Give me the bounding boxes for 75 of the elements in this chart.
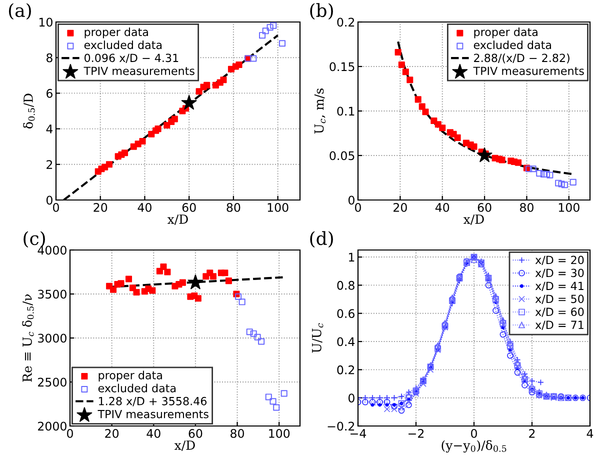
legend-label: x/D = 30 bbox=[535, 268, 584, 278]
x-tick-label: −4 bbox=[350, 429, 366, 438]
legend-label: 0.096 x/D − 4.31 bbox=[84, 54, 178, 63]
legend-label: 2.88/(x/D − 2.82) bbox=[474, 54, 570, 64]
text: (d) bbox=[310, 231, 333, 248]
x-tick-label: 20 bbox=[105, 428, 119, 438]
x-tick-label: −2 bbox=[408, 428, 424, 438]
x-axis-title: x/D bbox=[168, 214, 188, 225]
y-tick-label: 0 bbox=[348, 394, 354, 402]
x-axis-title: x/D bbox=[464, 214, 484, 225]
x-tick-label: 20 bbox=[394, 202, 407, 212]
legend-label: x/D = 60 bbox=[535, 308, 584, 317]
x-tick-label: 2 bbox=[529, 428, 535, 438]
text: (b) bbox=[310, 3, 333, 20]
x-tick-label: 60 bbox=[182, 202, 196, 212]
y-tick-label: 0 bbox=[348, 196, 354, 205]
x-tick-label: 80 bbox=[520, 202, 534, 212]
text: (a) bbox=[8, 3, 31, 20]
x-tick-label: 40 bbox=[138, 202, 152, 212]
x-tick-label: 40 bbox=[146, 428, 160, 438]
y-tick-label: 1 bbox=[349, 252, 354, 262]
legend-label: 1.28 x/D + 3558.46 bbox=[99, 396, 207, 406]
x-tick-label: 40 bbox=[435, 202, 450, 212]
x-axis-title: x/D bbox=[174, 440, 195, 451]
legend-label: TPIV measurements bbox=[473, 66, 584, 76]
x-tick-label: 20 bbox=[94, 202, 108, 212]
y-tick-label: 0.1 bbox=[337, 106, 354, 116]
y-tick-label: −0.2 bbox=[328, 422, 354, 431]
x-tick-label: 60 bbox=[478, 202, 492, 212]
y-tick-label: 2000 bbox=[38, 422, 66, 431]
legend-label: excluded data bbox=[474, 40, 552, 50]
y-axis-title: U$_{c}$, m/s bbox=[314, 88, 326, 134]
x-tick-label: 100 bbox=[558, 202, 580, 212]
x-tick-label: 0 bbox=[355, 202, 361, 212]
y-tick-label: 0.4 bbox=[337, 337, 355, 346]
y-tick-label: 3500 bbox=[38, 290, 66, 299]
x-tick-label: 0 bbox=[67, 428, 73, 438]
legend-label: proper data bbox=[474, 28, 538, 38]
y-tick-label: 0.6 bbox=[337, 309, 354, 318]
y-axis-title: δ$_{0.5}$/D bbox=[23, 94, 35, 128]
x-tick-label: 60 bbox=[188, 428, 202, 438]
y-tick-label: 0.8 bbox=[337, 280, 354, 290]
y-tick-label: 0.05 bbox=[330, 151, 354, 160]
legend-label: proper data bbox=[98, 370, 162, 382]
y-axis-title: U/U$_{c}$ bbox=[312, 323, 324, 353]
legend-label: excluded data bbox=[84, 40, 162, 50]
x-tick-label: 80 bbox=[230, 428, 244, 438]
y-tick-label: 0.15 bbox=[330, 62, 354, 72]
y-tick-label: 8 bbox=[46, 53, 52, 62]
y-tick-label: 10 bbox=[39, 18, 52, 27]
x-tick-label: 100 bbox=[268, 202, 288, 212]
y-tick-label: 4 bbox=[46, 124, 53, 134]
legend-label: x/D = 50 bbox=[535, 294, 584, 304]
legend-label: x/D = 71 bbox=[535, 320, 584, 330]
legend-label: excluded data bbox=[98, 384, 176, 392]
y-tick-label: 0.2 bbox=[337, 365, 354, 374]
legend-label: proper data bbox=[84, 28, 148, 38]
x-tick-label: 80 bbox=[226, 202, 240, 212]
y-tick-label: 3000 bbox=[38, 334, 66, 343]
x-tick-label: 4 bbox=[586, 429, 594, 438]
y-axis-title: Re ≡ U$_{c}$ δ$_{0.5}$/ν bbox=[22, 294, 34, 382]
y-tick-label: 2500 bbox=[38, 378, 66, 387]
x-tick-label: 0 bbox=[471, 428, 477, 438]
x-tick-label: 100 bbox=[269, 428, 290, 438]
y-tick-label: 4000 bbox=[38, 246, 66, 255]
legend-label: x/D = 20 bbox=[535, 256, 584, 266]
y-tick-label: 6 bbox=[46, 88, 52, 98]
legend-label: x/D = 41 bbox=[535, 282, 584, 291]
y-tick-label: 0.2 bbox=[337, 18, 354, 27]
legend-label: TPIV measurements bbox=[98, 410, 208, 418]
text: (c) bbox=[24, 231, 45, 248]
y-tick-label: 0 bbox=[46, 196, 52, 205]
y-tick-label: 2 bbox=[46, 160, 52, 169]
x-axis-title: (y−y$_{0}$)/δ$_{0.5}$ bbox=[442, 440, 506, 453]
legend-label: TPIV measurements bbox=[84, 66, 194, 76]
